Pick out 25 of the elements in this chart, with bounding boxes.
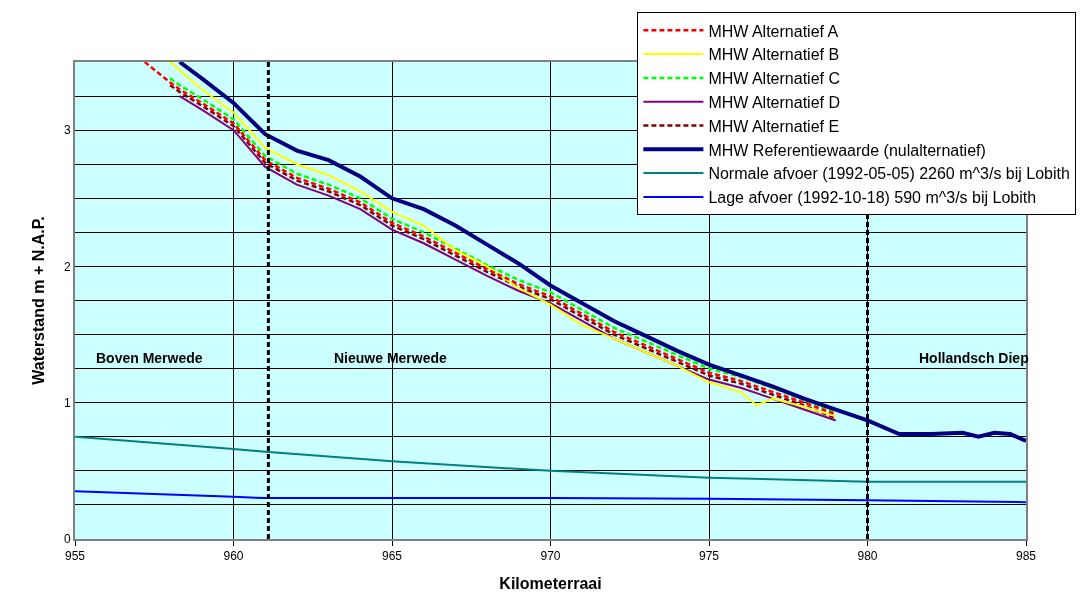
x-tick-label: 955: [64, 549, 86, 564]
y-tick-label: 0: [63, 532, 71, 547]
line-series: [75, 490, 1026, 504]
legend-label: MHW Alternatief E: [708, 117, 840, 135]
x-tick-label: 980: [857, 549, 878, 564]
legend-label: MHW Alternatief D: [708, 93, 840, 111]
y-tick-label: 2: [63, 259, 71, 274]
legend-label: MHW Alternatief A: [708, 22, 839, 40]
annotation: Boven Merwede: [96, 350, 203, 366]
y-tick-label: 3: [63, 123, 71, 138]
annotation: Hollandsch Diep: [919, 350, 1029, 366]
y-axis-title: Waterstand m + N.A.P.: [30, 216, 48, 385]
x-tick-label: 985: [1015, 549, 1037, 564]
x-tick-label: 970: [540, 549, 561, 564]
legend-label: MHW Alternatief B: [708, 46, 840, 64]
x-axis-title: Kilometerraai: [499, 574, 602, 592]
x-tick-label: 975: [698, 549, 720, 564]
y-tick-label: 1: [63, 395, 71, 410]
legend-label: Lage afvoer (1992-10-18) 590 m^3/s bij Lobith: [708, 189, 1037, 207]
line-series: [75, 435, 1026, 483]
legend-label: Normale afvoer (1992-05-05) 2260 m^3/s bij Lobith: [708, 165, 1070, 183]
legend-label: MHW Referentiewaarde (nulalternatief): [708, 141, 986, 159]
x-tick-label: 965: [381, 549, 403, 564]
legend-label: MHW Alternatief C: [708, 70, 840, 88]
x-tick-label: 960: [223, 549, 244, 564]
